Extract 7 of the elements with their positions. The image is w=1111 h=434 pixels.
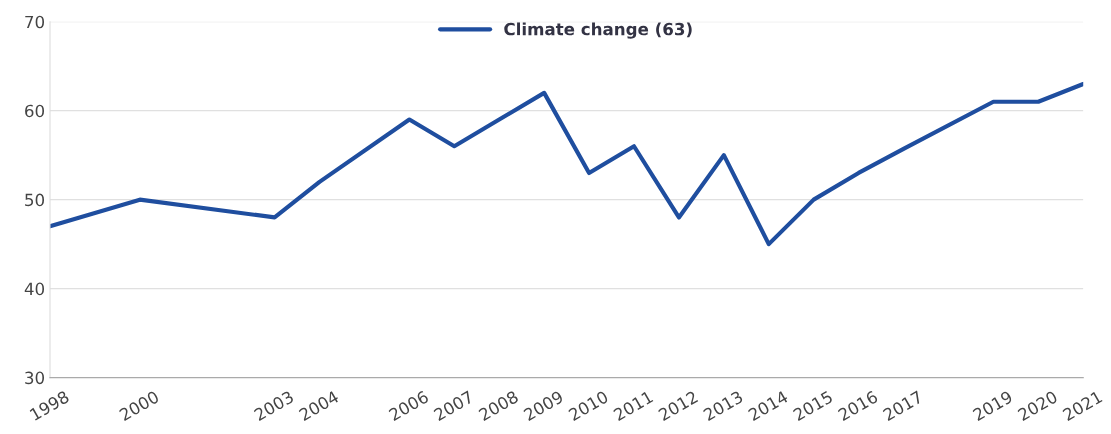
y-tick-label: 50 [25,193,45,207]
y-tick-label: 30 [25,371,45,385]
line-series [50,81,1084,247]
legend-label: Climate change (63) [504,22,692,39]
y-tick-label: 40 [24,282,45,296]
y-tick-label: 70 [25,15,45,29]
y-tick-label: 60 [25,104,45,118]
